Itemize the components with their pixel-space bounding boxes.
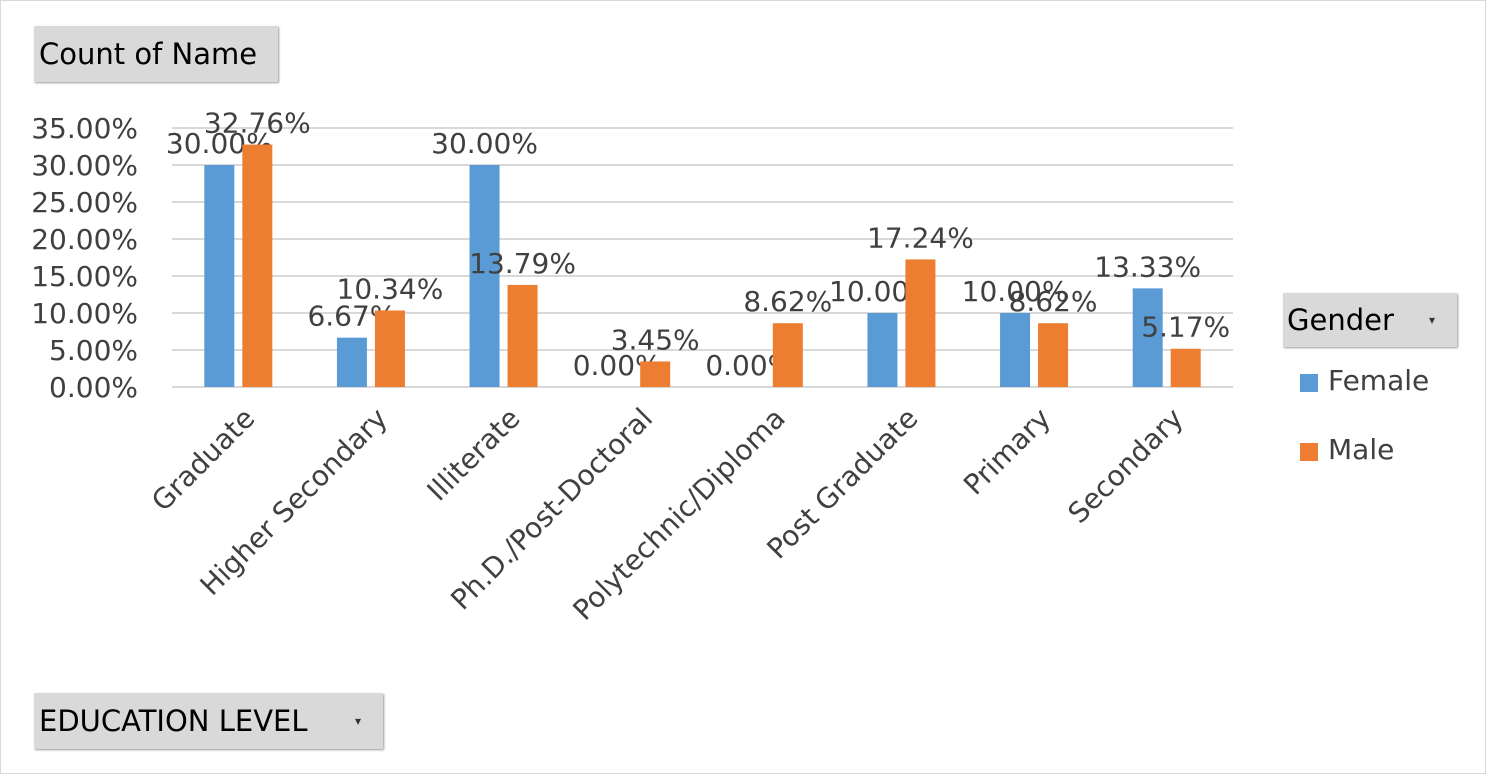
data-label: 13.33% <box>1094 250 1201 283</box>
y-tick-label: 35.00% <box>31 112 138 145</box>
bar-female <box>336 337 367 387</box>
legend-label-male: Male <box>1328 433 1395 466</box>
values-field-label: Count of Name <box>39 37 258 71</box>
bar-female <box>1132 288 1163 387</box>
axis-field-button[interactable]: EDUCATION LEVEL ▾ <box>34 693 383 749</box>
bar-female <box>1000 313 1031 387</box>
y-tick-label: 0.00% <box>49 371 138 404</box>
legend-field-label: Gender <box>1287 303 1394 337</box>
bar-male <box>1170 348 1201 387</box>
dropdown-arrow-icon[interactable]: ▾ <box>1428 313 1435 327</box>
legend-swatch-male <box>1300 443 1318 461</box>
axis-field-label: EDUCATION LEVEL <box>39 704 308 738</box>
y-tick-label: 25.00% <box>31 186 138 219</box>
bar-male <box>374 310 405 387</box>
bar-female <box>204 165 235 387</box>
bar-female <box>867 313 898 387</box>
legend-swatch-female <box>1300 374 1318 392</box>
y-tick-label: 20.00% <box>31 223 138 256</box>
bar-female <box>469 165 500 387</box>
x-tick-label: Primary <box>957 402 1057 502</box>
y-tick-label: 30.00% <box>31 149 138 182</box>
data-label: 3.45% <box>611 323 700 356</box>
dropdown-arrow-icon[interactable]: ▾ <box>354 714 361 728</box>
data-label: 13.79% <box>469 247 576 280</box>
bar-male <box>1038 323 1069 387</box>
y-tick-label: 15.00% <box>31 260 138 293</box>
bar-male <box>242 144 273 387</box>
values-field-button[interactable]: Count of Name <box>34 26 278 82</box>
data-label: 8.62% <box>1009 285 1098 318</box>
bar-male <box>772 323 803 387</box>
x-tick-label: Polytechnic/Diploma <box>567 402 792 627</box>
data-label: 32.76% <box>204 107 311 140</box>
bar-male <box>507 284 538 387</box>
y-tick-label: 5.00% <box>49 334 138 367</box>
bar-male <box>640 361 671 387</box>
data-label: 5.17% <box>1141 311 1230 344</box>
x-tick-label: Graduate <box>145 402 261 518</box>
data-label: 10.00% <box>962 275 1069 308</box>
y-tick-label: 10.00% <box>31 297 138 330</box>
x-tick-label: Illiterate <box>421 402 527 508</box>
data-label: 10.34% <box>337 272 444 305</box>
legend-label-female: Female <box>1328 364 1430 397</box>
data-label: 30.00% <box>431 127 538 160</box>
data-label: 8.62% <box>743 285 832 318</box>
x-tick-label: Secondary <box>1061 402 1189 530</box>
legend-field-button[interactable]: Gender ▾ <box>1283 293 1457 347</box>
bar-male <box>905 259 936 387</box>
data-label: 17.24% <box>867 221 974 254</box>
